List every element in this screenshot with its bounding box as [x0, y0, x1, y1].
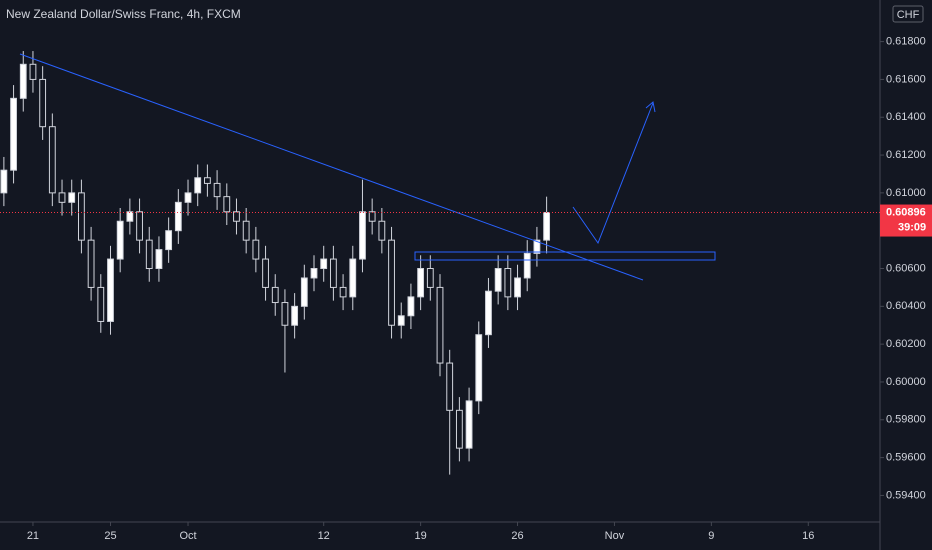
x-tick-label: 9 [708, 530, 714, 542]
candle-body [543, 212, 551, 241]
candle-body [136, 211, 143, 241]
candle-body [29, 63, 37, 80]
candle-body [242, 220, 250, 241]
candle-body [349, 258, 357, 298]
candle-body [126, 211, 134, 222]
y-tick-label: 0.60200 [886, 338, 926, 350]
candle-body [300, 277, 308, 307]
candle-body [291, 305, 299, 326]
candle-body [359, 211, 366, 260]
candle-body [155, 249, 163, 270]
y-tick-label: 0.61600 [886, 73, 926, 85]
y-tick-label: 0.61200 [886, 149, 926, 161]
candle-body [417, 268, 425, 298]
x-tick-label: 21 [27, 530, 39, 542]
candle-body [310, 268, 318, 279]
y-tick-label: 0.61800 [886, 36, 926, 48]
candle-body [388, 239, 395, 326]
candle-body [39, 78, 47, 128]
candle-body [19, 63, 27, 99]
zone-rect [414, 251, 716, 261]
last-price-box [880, 204, 932, 237]
candle-body [87, 239, 95, 288]
candle-body [281, 302, 289, 326]
candle-body [407, 296, 415, 317]
candle-body [165, 230, 173, 251]
candle-body [48, 126, 56, 194]
price-axis [880, 0, 932, 550]
y-tick-label: 0.61400 [886, 111, 926, 123]
candle-body [233, 211, 240, 222]
trend-line [19, 53, 644, 281]
candle-body [10, 97, 17, 171]
candle-body [533, 239, 541, 254]
candle-body [485, 290, 492, 336]
x-tick-label: 12 [318, 530, 330, 542]
y-tick-label: 0.59600 [886, 452, 926, 464]
candle-body [194, 177, 202, 194]
candle-body [116, 220, 124, 260]
candle-body [184, 192, 192, 203]
candle-body [426, 268, 434, 288]
candle-body [107, 258, 114, 322]
candle-body [455, 409, 463, 449]
arrow-head [645, 101, 656, 113]
candle-body [329, 258, 337, 288]
candle-body [262, 258, 269, 288]
x-tick-label: Oct [179, 530, 196, 542]
y-tick-label: 0.61000 [886, 187, 926, 199]
candle-body [397, 315, 405, 326]
last-price-label: 0.60896 [886, 206, 926, 218]
candle-body [320, 258, 328, 270]
candle-body [436, 286, 444, 364]
candle-body [475, 334, 483, 402]
plot [0, 51, 551, 475]
y-tick-label: 0.59400 [886, 489, 926, 501]
candle-body [68, 192, 76, 203]
projection-arrow [572, 102, 654, 245]
y-tick-label: 0.59800 [886, 414, 926, 426]
candle-body [223, 196, 231, 213]
countdown: 39:09 [898, 221, 926, 233]
x-tick-label: 25 [104, 530, 116, 542]
candle-body [97, 286, 105, 322]
candle-body [514, 277, 521, 298]
x-tick-label: 26 [511, 530, 523, 542]
candle-body [271, 286, 279, 304]
y-tick-label: 0.60400 [886, 300, 926, 312]
candle-body [174, 201, 182, 232]
candle-body [213, 182, 221, 198]
candle-body [203, 177, 211, 184]
candle-body [378, 220, 386, 241]
currency-box [892, 5, 924, 23]
candle-body [446, 362, 454, 411]
candle-body [78, 192, 85, 241]
candle-body [145, 239, 153, 270]
candle-body [339, 286, 347, 298]
x-tick-label: 19 [414, 530, 426, 542]
y-tick-label: 0.60000 [886, 376, 926, 388]
x-tick-label: 16 [802, 530, 814, 542]
candle-body [368, 211, 376, 222]
candle-body [252, 239, 260, 260]
candle-body [494, 268, 502, 292]
currency: CHF [897, 9, 920, 21]
candle-body [465, 400, 473, 449]
chart-title: New Zealand Dollar/Swiss Franc, 4h, FXCM [6, 7, 241, 21]
x-tick-label: Nov [605, 530, 625, 542]
y-tick-label: 0.60600 [886, 262, 926, 274]
candle-body [504, 268, 512, 298]
candle-body [58, 192, 66, 203]
candle-body [523, 252, 531, 279]
candle-body [0, 169, 8, 194]
